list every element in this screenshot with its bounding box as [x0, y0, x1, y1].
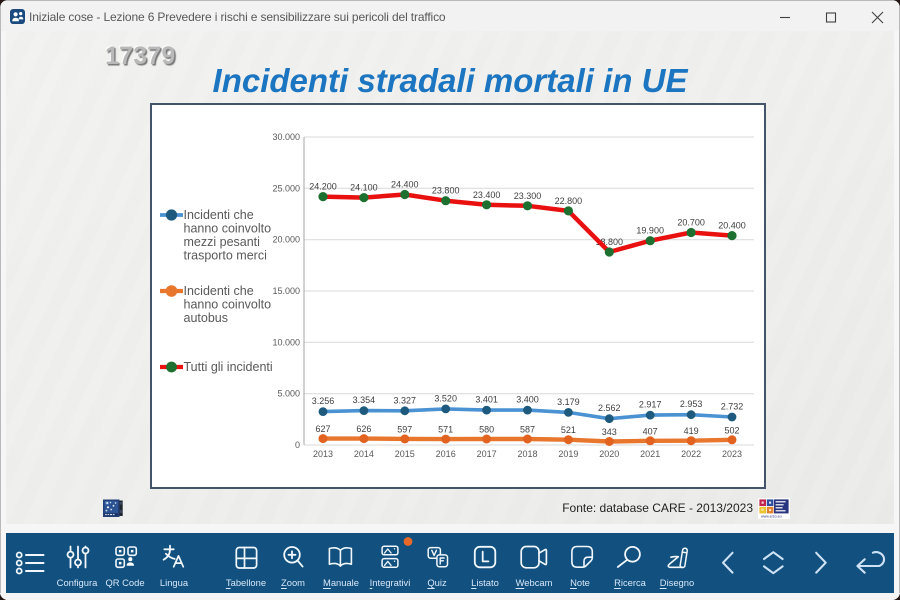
svg-text:3.354: 3.354 [353, 395, 376, 405]
svg-text:407: 407 [643, 426, 658, 436]
svg-text:22.800: 22.800 [555, 196, 583, 206]
svg-text:3.179: 3.179 [557, 397, 580, 407]
svg-text:20.700: 20.700 [677, 218, 705, 228]
svg-text:2015: 2015 [395, 449, 415, 459]
svg-text:419: 419 [684, 426, 699, 436]
svg-text:3.400: 3.400 [516, 395, 539, 405]
svg-text:trasporto merci: trasporto merci [184, 249, 267, 263]
svg-text:mezzi pesanti: mezzi pesanti [184, 235, 260, 249]
svg-text:597: 597 [397, 424, 412, 434]
svg-text:30.000: 30.000 [272, 132, 300, 142]
svg-text:25.000: 25.000 [272, 183, 300, 193]
svg-text:2013: 2013 [313, 449, 333, 459]
svg-text:15.000: 15.000 [272, 286, 300, 296]
svg-text:20.000: 20.000 [272, 235, 300, 245]
svg-text:24.400: 24.400 [391, 180, 419, 190]
svg-text:23.800: 23.800 [432, 186, 460, 196]
svg-text:2021: 2021 [640, 449, 660, 459]
svg-text:3.520: 3.520 [434, 393, 457, 403]
svg-text:2018: 2018 [517, 449, 537, 459]
svg-text:Tutti gli incidenti: Tutti gli incidenti [184, 360, 273, 374]
svg-text:20.400: 20.400 [718, 221, 746, 231]
svg-text:502: 502 [724, 425, 739, 435]
svg-text:343: 343 [602, 427, 617, 437]
svg-text:3.327: 3.327 [394, 395, 417, 405]
svg-text:521: 521 [561, 425, 576, 435]
svg-text:626: 626 [356, 424, 371, 434]
svg-text:2.953: 2.953 [680, 399, 703, 409]
svg-text:2016: 2016 [436, 449, 456, 459]
svg-text:www.erso.eu: www.erso.eu [761, 515, 782, 519]
svg-text:23.400: 23.400 [473, 190, 501, 200]
svg-text:3.256: 3.256 [312, 396, 335, 406]
svg-text:2017: 2017 [477, 449, 497, 459]
svg-text:Incidenti che: Incidenti che [184, 208, 254, 222]
svg-text:5.000: 5.000 [277, 389, 300, 399]
svg-text:23.300: 23.300 [514, 191, 542, 201]
svg-text:3.401: 3.401 [475, 395, 498, 405]
svg-text:18.800: 18.800 [596, 237, 624, 247]
svg-text:19.900: 19.900 [636, 226, 664, 236]
svg-text:hanno coinvolto: hanno coinvolto [184, 222, 272, 236]
svg-text:Incidenti che: Incidenti che [184, 284, 254, 298]
svg-text:587: 587 [520, 425, 535, 435]
svg-text:10.000: 10.000 [272, 337, 300, 347]
svg-text:2.917: 2.917 [639, 400, 662, 410]
svg-text:24.100: 24.100 [350, 183, 378, 193]
svg-text:2023: 2023 [722, 449, 742, 459]
svg-text:627: 627 [315, 424, 330, 434]
svg-text:0: 0 [295, 440, 300, 450]
svg-text:2.732: 2.732 [721, 402, 744, 412]
svg-text:2014: 2014 [354, 449, 374, 459]
svg-text:580: 580 [479, 425, 494, 435]
svg-text:autobus: autobus [184, 311, 228, 325]
svg-text:571: 571 [438, 425, 453, 435]
svg-text:hanno coinvolto: hanno coinvolto [184, 298, 272, 312]
svg-text:2020: 2020 [599, 449, 619, 459]
svg-text:2.562: 2.562 [598, 403, 621, 413]
svg-text:24.200: 24.200 [309, 182, 337, 192]
svg-text:2022: 2022 [681, 449, 701, 459]
svg-text:2019: 2019 [558, 449, 578, 459]
